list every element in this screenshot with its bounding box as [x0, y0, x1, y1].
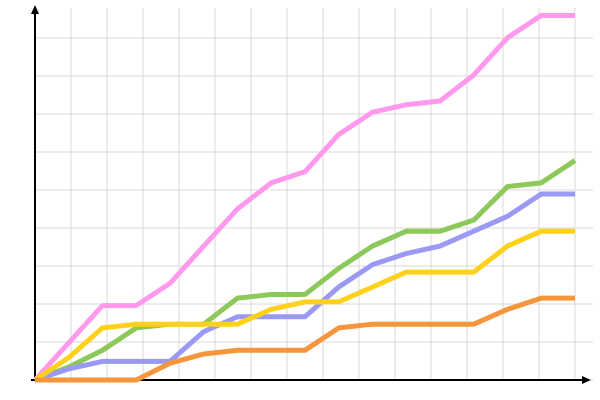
horizontal-gridlines — [35, 37, 593, 381]
series-lines — [33, 12, 577, 383]
series-line-green — [34, 158, 577, 383]
y-axis-arrow-icon — [31, 5, 39, 14]
series-line-purple — [34, 191, 575, 383]
series-line-yellow — [33, 228, 575, 383]
series-line-pink — [33, 12, 575, 382]
series-line-orange — [35, 295, 575, 383]
x-axis-arrow-icon — [582, 376, 591, 384]
